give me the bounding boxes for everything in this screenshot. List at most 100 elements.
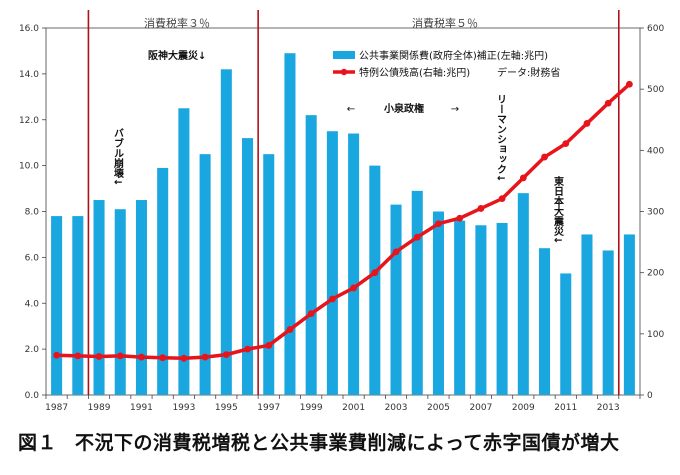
figure-number: 図１ <box>18 432 58 454</box>
annotation-lehman: リーマンショック↓ <box>495 94 507 182</box>
annotation-higashi: 東日本大震災↓ <box>552 175 565 245</box>
line-point-2010 <box>541 153 548 161</box>
line-path <box>56 82 631 361</box>
bar-2014 <box>623 234 635 395</box>
figure-caption-text: 不況下の消費税増税と公共事業費削減によって赤字国債が増大 <box>75 432 620 454</box>
period-labels: 消費税率３％ 消費税率５％ <box>144 16 478 30</box>
line-point-1990 <box>116 352 124 360</box>
bar-1987 <box>51 216 63 395</box>
legend: 公共事業関係費(政府全体)補正(左軸:兆円) 特例公債残高(右軸:兆円) データ… <box>333 49 560 79</box>
line-point-1992 <box>159 354 167 362</box>
bar-1996 <box>242 138 254 395</box>
y-left-tick-label: 4.0 <box>25 299 40 309</box>
x-tick-label: 1999 <box>300 403 323 413</box>
bar-series <box>51 53 635 395</box>
line-point-2006 <box>456 214 464 222</box>
line-series <box>53 80 633 362</box>
bar-2000 <box>326 131 338 395</box>
y-right-tick-label: 100 <box>647 330 664 340</box>
koizumi-right-arrow: → <box>451 104 459 115</box>
x-tick-label: 1997 <box>257 403 280 413</box>
y-left-tick-label: 8.0 <box>25 208 40 218</box>
x-tick-label: 2011 <box>554 403 577 413</box>
x-tick-label: 2003 <box>385 403 408 413</box>
bar-1998 <box>284 53 296 395</box>
line-point-2013 <box>604 99 612 107</box>
koizumi-left-arrow: ← <box>347 104 355 115</box>
line-point-2011 <box>562 140 570 148</box>
line-point-1996 <box>244 345 251 353</box>
legend-source: データ:財務省 <box>497 66 560 79</box>
line-point-2012 <box>583 120 591 127</box>
bar-1992 <box>157 167 169 395</box>
legend-bar-label: 公共事業関係費(政府全体)補正(左軸:兆円) <box>359 49 548 62</box>
line-point-1999 <box>307 310 315 318</box>
line-point-1995 <box>222 351 230 359</box>
y-left-tick-label: 0.0 <box>25 391 40 401</box>
bar-2010 <box>539 248 551 395</box>
line-point-2002 <box>371 269 379 277</box>
line-point-2004 <box>413 233 421 241</box>
bar-2011 <box>560 273 572 395</box>
y-left-tick-label: 6.0 <box>25 253 40 263</box>
y-right-tick-label: 200 <box>647 269 664 279</box>
bar-2012 <box>581 234 593 395</box>
legend-line-label: 特例公債残高(右軸:兆円) <box>359 66 470 79</box>
legend-line-marker <box>340 68 348 76</box>
figure-caption: 図１ 不況下の消費税増税と公共事業費削減によって赤字国債が増大 <box>18 428 668 455</box>
y-axis-right: 0 100 200 300 400 500 600 <box>640 24 664 401</box>
period-divider-lines <box>87 10 620 395</box>
y-left-tick-label: 10.0 <box>19 162 39 172</box>
bar-2002 <box>369 165 381 395</box>
bar-1993 <box>178 108 190 395</box>
bar-2007 <box>475 225 487 395</box>
y-right-tick-label: 500 <box>647 85 664 95</box>
koizumi-label: 小泉政権 <box>383 102 424 115</box>
x-tick-label: 2009 <box>512 403 535 413</box>
y-left-tick-label: 14.0 <box>19 70 39 80</box>
chart: 0.02.04.06.08.010.012.014.016.0 01002003… <box>19 10 664 413</box>
bar-1999 <box>305 115 317 395</box>
line-point-2009 <box>519 174 527 182</box>
x-tick-label: 1993 <box>172 403 195 413</box>
x-tick-label: 1987 <box>45 403 68 413</box>
annotation-hanshin: 阪神大震災↓ <box>148 49 206 62</box>
y-left-tick-label: 2.0 <box>25 345 40 355</box>
x-axis: 1987 1989 1991 1993 1995 1997 1999 2001 2003 2005… <box>45 395 641 413</box>
line-point-1997 <box>265 342 273 349</box>
period-label-5: 消費税率５％ <box>412 16 478 30</box>
bar-1989 <box>93 200 105 395</box>
x-tick-label: 1995 <box>215 403 238 413</box>
annotation-bubble: バブル崩壊↓ <box>112 128 124 187</box>
bar-2003 <box>390 204 402 395</box>
x-tick-label: 2013 <box>597 403 620 413</box>
bar-1991 <box>135 200 147 395</box>
y-right-tick-label: 0 <box>647 391 653 401</box>
bar-1994 <box>199 154 211 395</box>
line-point-1993 <box>180 354 188 362</box>
period-label-3: 消費税率３％ <box>144 16 210 30</box>
bar-1997 <box>263 154 275 395</box>
line-point-1989 <box>95 353 103 360</box>
bar-2006 <box>454 220 466 395</box>
line-point-2001 <box>350 284 358 292</box>
bar-2013 <box>602 250 614 395</box>
annotation-koizumi: ← 小泉政権 → <box>347 102 459 115</box>
bar-2004 <box>411 190 423 395</box>
x-tick-label: 2007 <box>469 403 492 413</box>
y-left-tick-label: 12.0 <box>19 116 39 126</box>
y-right-tick-label: 300 <box>647 208 664 218</box>
y-right-tick-label: 400 <box>647 146 664 156</box>
line-point-1998 <box>286 326 294 333</box>
annotations: 阪神大震災↓ ← 小泉政権 → バブル崩壊↓ リーマンショック↓ 東日本大震災↓ <box>112 49 565 244</box>
x-tick-label: 1989 <box>88 403 111 413</box>
y-axis-left: 0.0 2.0 4.0 6.0 8.0 10.0 12.0 14.0 16.0 <box>19 24 46 401</box>
line-point-1988 <box>74 352 82 360</box>
line-point-1991 <box>138 353 145 361</box>
line-point-1994 <box>201 353 209 361</box>
line-point-2007 <box>477 205 485 212</box>
x-tick-label: 2001 <box>342 403 365 413</box>
y-right-tick-label: 600 <box>647 24 664 34</box>
line-point-2014 <box>625 80 633 88</box>
y-left-tick-label: 16.0 <box>19 24 39 34</box>
